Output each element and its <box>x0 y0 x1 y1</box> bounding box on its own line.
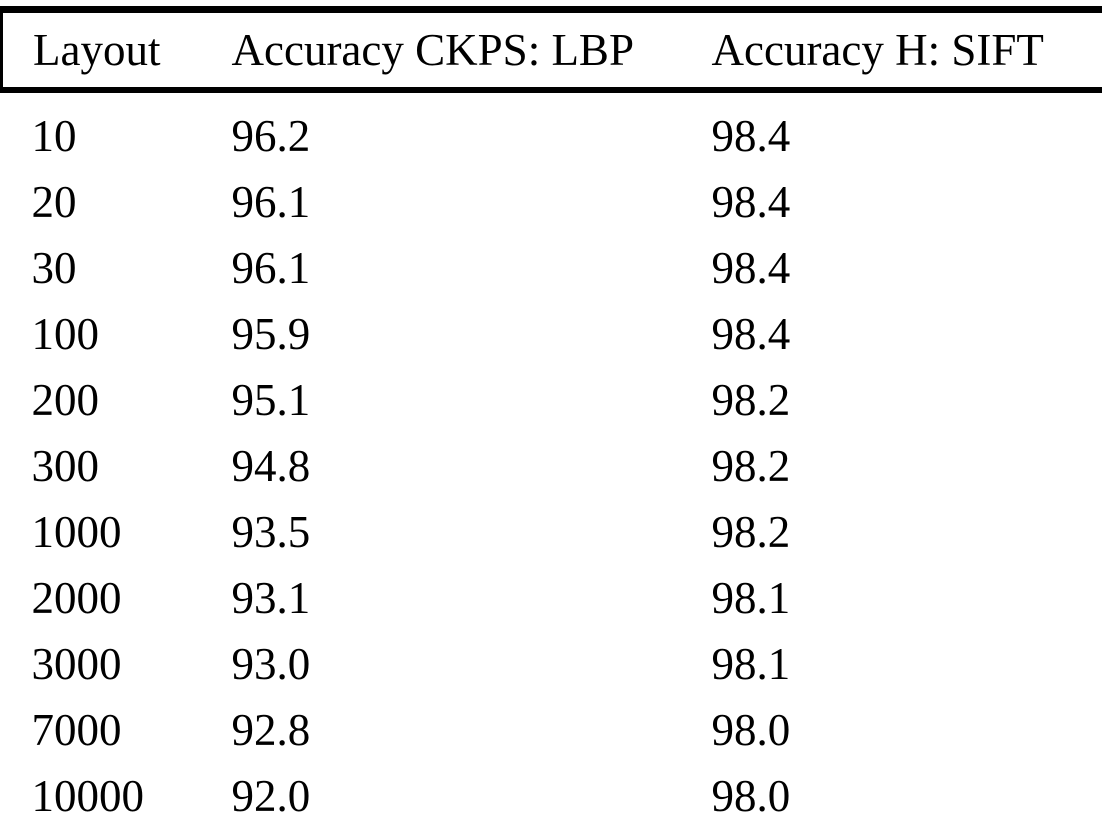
table-row: 300 94.8 98.2 <box>2 433 1102 499</box>
table-cell: 200 <box>31 375 100 425</box>
table-row: 200 95.1 98.2 <box>2 367 1102 433</box>
table-cell: 98.4 <box>711 309 791 359</box>
table-cell: 98.4 <box>711 177 791 227</box>
table-cell: 10 <box>31 111 77 161</box>
table-cell: 98.1 <box>711 639 791 689</box>
column-header-layout: Layout <box>0 9 232 90</box>
table-cell: 98.0 <box>711 705 791 755</box>
table-row: 100 95.9 98.4 <box>2 301 1102 367</box>
table-row: 2000 93.1 98.1 <box>2 565 1102 631</box>
table-cell: 93.0 <box>231 639 311 689</box>
table-cell: 10000 <box>31 771 145 821</box>
header-row: Layout Accuracy CKPS: LBP Accuracy H: SI… <box>0 9 1102 90</box>
table-cell: 98.4 <box>711 111 791 161</box>
table-cell: 98.1 <box>711 573 791 623</box>
table-row: 10 96.2 98.4 <box>2 90 1102 169</box>
table-cell: 98.2 <box>711 375 791 425</box>
table-cell: 96.1 <box>231 177 311 227</box>
table-cell: 7000 <box>31 705 122 755</box>
table-row: 7000 92.8 98.0 <box>2 697 1102 763</box>
table-cell: 93.1 <box>231 573 311 623</box>
table-cell: 95.1 <box>231 375 311 425</box>
table-cell: 93.5 <box>231 507 311 557</box>
table-cell: 300 <box>31 441 100 491</box>
results-table: Layout Accuracy CKPS: LBP Accuracy H: SI… <box>0 6 1102 836</box>
table-cell: 3000 <box>31 639 122 689</box>
table-cell: 96.2 <box>231 111 311 161</box>
table-header: Layout Accuracy CKPS: LBP Accuracy H: SI… <box>0 9 1102 90</box>
table-cell: 30 <box>31 243 77 293</box>
table-cell: 100 <box>31 309 100 359</box>
table-row: 10000 92.0 98.0 <box>2 763 1102 836</box>
table-cell: 92.8 <box>231 705 311 755</box>
table-cell: 96.1 <box>231 243 311 293</box>
table-cell: 92.0 <box>231 771 311 821</box>
column-header-accuracy-ckps-lbp: Accuracy CKPS: LBP <box>231 25 634 75</box>
table-cell: 1000 <box>31 507 122 557</box>
table-cell: 20 <box>31 177 77 227</box>
table-cell: 98.4 <box>711 243 791 293</box>
table-cell: 98.2 <box>711 507 791 557</box>
table-cell: 2000 <box>31 573 122 623</box>
table-cell: 98.2 <box>711 441 791 491</box>
table-cell: 98.0 <box>711 771 791 821</box>
table-cell: 95.9 <box>231 309 311 359</box>
column-header-accuracy-h-sift: Accuracy H: SIFT <box>711 9 1102 90</box>
table-cell: 94.8 <box>231 441 311 491</box>
table-row: 1000 93.5 98.2 <box>2 499 1102 565</box>
table-row: 30 96.1 98.4 <box>2 235 1102 301</box>
table-row: 3000 93.0 98.1 <box>2 631 1102 697</box>
paper-table-figure: Layout Accuracy CKPS: LBP Accuracy H: SI… <box>0 6 1102 836</box>
table-body: 10 96.2 98.4 20 96.1 98.4 30 96.1 98.4 100 95.9 98.… <box>2 90 1102 836</box>
table-row: 20 96.1 98.4 <box>2 169 1102 235</box>
